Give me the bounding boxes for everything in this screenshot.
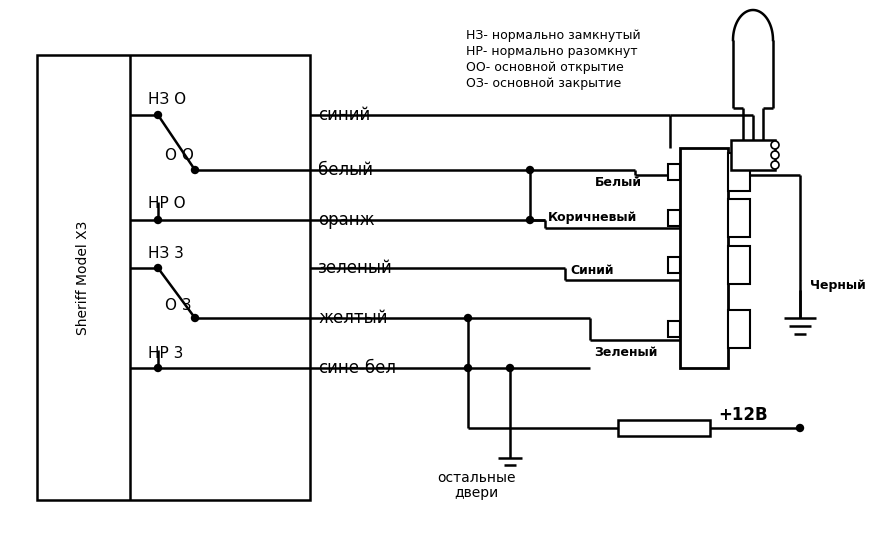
Bar (668, 257, 680, 273)
Bar (680, 148, 728, 368)
Circle shape (507, 364, 514, 372)
Text: оранж: оранж (318, 211, 375, 229)
Bar (668, 209, 680, 225)
Circle shape (155, 364, 162, 372)
Bar (728, 199, 750, 237)
Circle shape (155, 217, 162, 224)
Text: Sheriff Model X3: Sheriff Model X3 (76, 221, 90, 335)
Circle shape (155, 264, 162, 272)
Circle shape (464, 364, 471, 372)
Bar (37, 55, 310, 500)
Text: НР- нормально разомкнут: НР- нормально разомкнут (466, 45, 637, 57)
Bar (731, 140, 775, 170)
Text: О 3: О 3 (165, 297, 192, 312)
Circle shape (527, 166, 534, 174)
Circle shape (771, 141, 779, 149)
Text: желтый: желтый (318, 309, 387, 327)
Text: НР О: НР О (148, 196, 186, 211)
Text: остальные: остальные (437, 471, 515, 485)
Text: двери: двери (453, 486, 498, 500)
Circle shape (192, 166, 199, 174)
Text: О О: О О (165, 147, 194, 162)
Text: Коричневый: Коричневый (548, 211, 637, 224)
Text: Синий: Синий (570, 263, 613, 277)
Bar (618, 420, 710, 436)
Bar (728, 246, 750, 284)
Text: Белый: Белый (595, 176, 642, 189)
Text: зеленый: зеленый (318, 259, 392, 277)
Bar (668, 321, 680, 337)
Text: синий: синий (318, 106, 370, 124)
Text: ОЗ- основной закрытие: ОЗ- основной закрытие (466, 76, 621, 89)
Text: Черный: Черный (810, 278, 865, 291)
Circle shape (771, 151, 779, 159)
Text: НЗ 3: НЗ 3 (148, 246, 184, 261)
Text: НЗ- нормально замкнутый: НЗ- нормально замкнутый (466, 28, 641, 41)
Text: НР 3: НР 3 (148, 345, 183, 360)
Bar (668, 163, 680, 180)
Text: +12В: +12В (718, 406, 767, 424)
Circle shape (771, 161, 779, 169)
Text: ОО- основной открытие: ОО- основной открытие (466, 60, 624, 74)
Circle shape (192, 315, 199, 321)
Bar (728, 152, 750, 190)
Circle shape (527, 217, 534, 224)
Bar (728, 310, 750, 348)
Text: белый: белый (318, 161, 373, 179)
Circle shape (796, 425, 804, 431)
Text: Зеленый: Зеленый (594, 345, 658, 358)
Text: сине-бел: сине-бел (318, 359, 396, 377)
Text: НЗ О: НЗ О (148, 93, 187, 108)
Circle shape (464, 315, 471, 321)
Circle shape (155, 112, 162, 118)
